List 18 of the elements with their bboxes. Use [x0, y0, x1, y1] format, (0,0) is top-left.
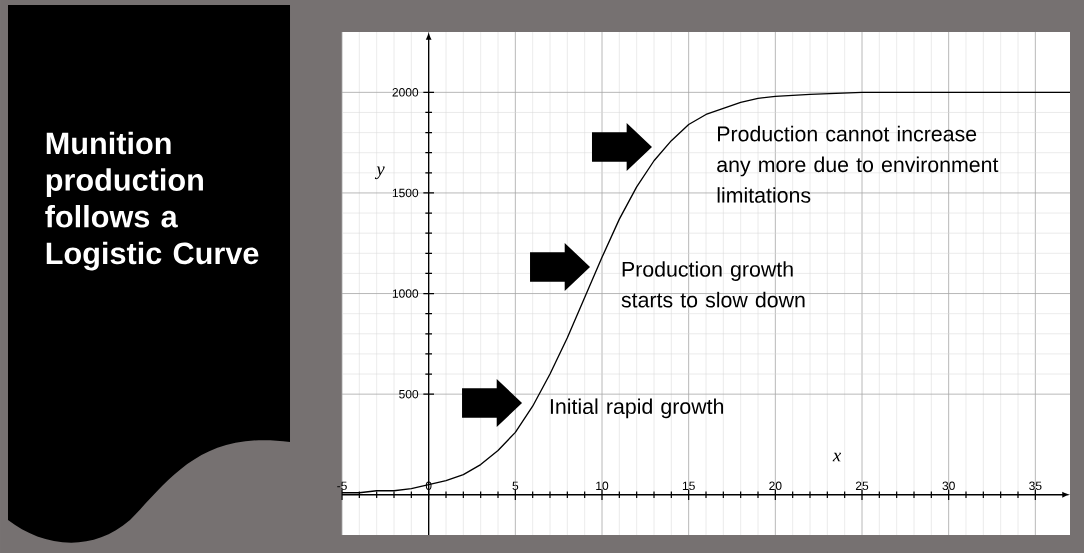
x-tick-label: 20 [769, 481, 782, 491]
y-tick-label: 2000 [392, 88, 419, 97]
x-tick-label: 25 [855, 481, 869, 491]
x-tick-label: -5 [337, 481, 347, 491]
y-tick-label: 1000 [392, 289, 419, 298]
x-tick-label: 35 [1029, 481, 1042, 491]
annotation: Production growth starts to slow down [621, 261, 805, 308]
x-axis-title: x [832, 452, 842, 462]
x-tick-label: 10 [596, 481, 609, 491]
text: Munition production follows a Logistic Curve [45, 131, 259, 271]
y-tick-label: 1500 [392, 188, 419, 198]
y-axis-title: y [374, 166, 385, 180]
x-tick-label: 15 [682, 481, 695, 491]
x-tick-label: 30 [942, 481, 955, 491]
y-tick-label: 500 [399, 389, 419, 399]
x-tick-label: 5 [512, 481, 519, 491]
annotation: Production cannot increase any more due to environment limitations [717, 125, 999, 203]
annotation: Initial rapid growth [550, 398, 724, 419]
